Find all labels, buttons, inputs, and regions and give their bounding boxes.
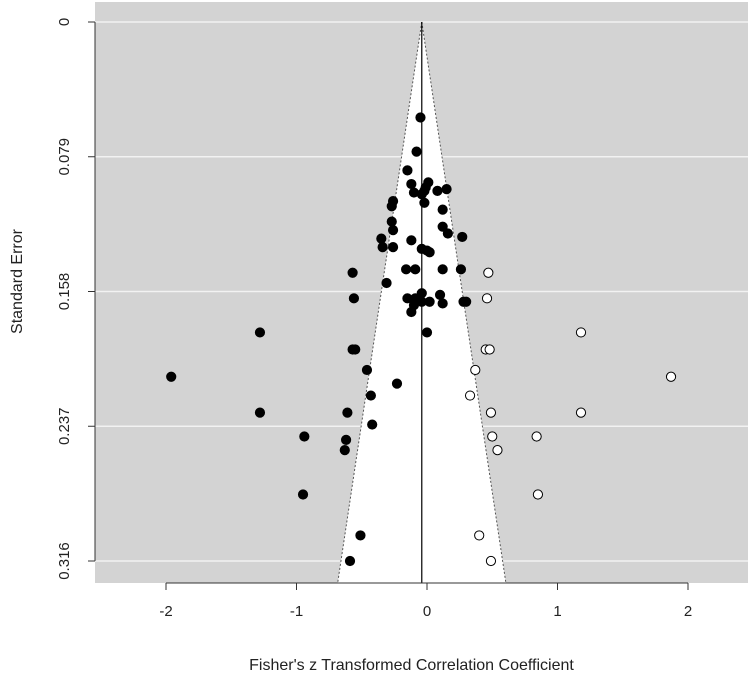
observed-point-1	[254, 327, 266, 338]
imputed-point-10	[532, 489, 544, 500]
observed-point-20	[387, 242, 399, 253]
observed-point-3	[299, 431, 310, 442]
imputed-point-7	[487, 431, 498, 442]
observed-point-48	[437, 264, 448, 275]
observed-point-6	[348, 293, 360, 304]
observed-point-8	[350, 344, 361, 355]
observed-point-37	[441, 184, 452, 195]
observed-point-11	[367, 419, 378, 430]
x-tick-label-4: 2	[684, 603, 692, 620]
imputed-point-12	[575, 407, 587, 418]
x-axis: -2 -1 0 1 2	[159, 582, 692, 620]
funnel-left-edge	[337, 21, 423, 584]
observed-point-53	[406, 306, 417, 318]
imputed-point-0	[483, 267, 494, 278]
observed-point-39	[419, 197, 430, 208]
observed-point-27	[402, 165, 413, 176]
observed-point-41	[442, 228, 453, 239]
x-tick-label-0: -2	[159, 603, 172, 620]
observed-point-15	[355, 530, 366, 541]
observed-point-43	[406, 235, 417, 246]
imputed-point-11	[575, 327, 587, 338]
imputed-point-14	[474, 530, 485, 541]
y-tick-label-1: 0.079	[56, 138, 73, 176]
imputed-point-3	[484, 344, 495, 355]
observed-point-57	[434, 289, 446, 301]
observed-point-14	[339, 445, 350, 456]
observed-point-49	[455, 264, 467, 275]
observed-point-46	[424, 247, 435, 258]
observed-point-56	[424, 296, 435, 307]
observed-point-25	[391, 378, 403, 389]
observed-point-58	[437, 298, 448, 309]
observed-point-47	[410, 264, 421, 275]
imputed-point-13	[665, 371, 677, 382]
y-axis-title: Standard Error	[9, 228, 26, 334]
observed-point-26	[401, 264, 412, 275]
observed-point-18	[376, 233, 387, 244]
imputed-point-4	[470, 364, 481, 376]
observed-point-2	[254, 407, 266, 418]
x-axis-title: Fisher's z Transformed Correlation Coeff…	[249, 657, 574, 674]
observed-point-42	[457, 231, 468, 243]
observed-point-0	[166, 371, 177, 382]
observed-point-28	[406, 178, 417, 190]
y-tick-label-2: 0.158	[56, 273, 73, 311]
observed-point-4	[297, 489, 309, 500]
observed-point-35	[423, 177, 434, 188]
observed-point-60	[461, 296, 472, 307]
funnel-right-edge	[421, 21, 507, 584]
x-tick-label-2: 0	[423, 603, 431, 620]
observed-point-9	[361, 364, 373, 376]
observed-point-10	[365, 390, 376, 401]
data-points	[166, 112, 677, 567]
imputed-point-5	[464, 390, 476, 401]
observed-point-19	[377, 242, 388, 253]
observed-point-5	[347, 267, 358, 278]
imputed-point-8	[492, 445, 503, 456]
observed-point-21	[387, 224, 399, 236]
x-tick-label-3: 1	[553, 603, 561, 620]
y-tick-label-3: 0.237	[56, 407, 73, 445]
observed-point-29	[411, 146, 422, 157]
imputed-point-9	[531, 431, 542, 442]
y-tick-label-4: 0.316	[56, 542, 73, 580]
imputed-point-1	[481, 293, 493, 304]
y-axis: 0 0.079 0.158 0.237 0.316	[56, 18, 96, 580]
observed-point-31	[415, 112, 426, 123]
observed-point-54	[416, 288, 427, 299]
y-tick-label-0: 0	[56, 18, 73, 26]
observed-point-13	[340, 434, 352, 445]
observed-point-24	[387, 195, 399, 207]
x-tick-label-1: -1	[290, 603, 303, 620]
imputed-point-15	[485, 555, 497, 567]
observed-point-61	[421, 327, 433, 338]
observed-point-16	[344, 555, 356, 567]
observed-point-40	[437, 221, 448, 232]
observed-point-36	[432, 185, 443, 196]
observed-point-22	[386, 216, 397, 227]
observed-point-17	[381, 277, 392, 289]
observed-point-12	[342, 407, 353, 418]
imputed-point-6	[485, 407, 497, 418]
observed-point-38	[437, 204, 448, 215]
